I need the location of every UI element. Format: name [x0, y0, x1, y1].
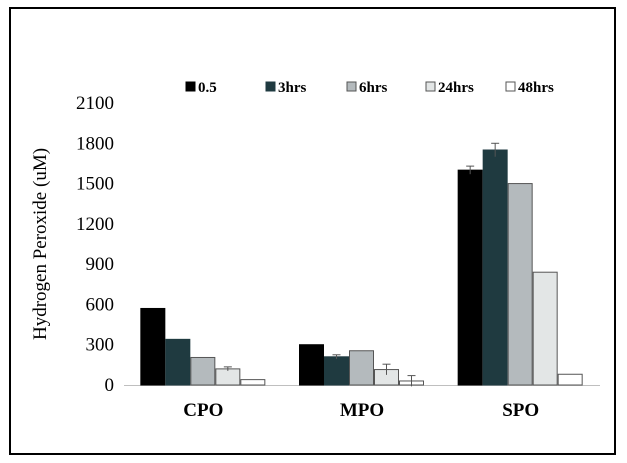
y-tick-label: 1200	[76, 214, 114, 235]
x-tick-label: SPO	[502, 400, 539, 421]
bar	[507, 183, 533, 386]
bar	[557, 373, 583, 386]
y-tick-label: 1500	[76, 174, 114, 195]
bar	[140, 307, 166, 386]
legend-label: 6hrs	[359, 80, 388, 96]
legend-label: 48hrs	[518, 80, 554, 96]
bar	[240, 379, 266, 386]
y-tick-label: 900	[86, 254, 115, 275]
y-tick-label: 2100	[76, 93, 114, 114]
bar	[165, 338, 191, 386]
bar	[349, 350, 374, 386]
legend-label: 24hrs	[438, 80, 474, 96]
y-tick-label: 0	[105, 375, 115, 396]
bar	[457, 169, 483, 386]
legend-swatch	[425, 81, 436, 92]
legend-swatch	[185, 81, 196, 92]
bar	[299, 344, 324, 386]
y-tick-label: 300	[86, 335, 115, 356]
legend-label: 3hrs	[278, 80, 307, 96]
legend-swatch	[265, 81, 276, 92]
y-tick-label: 1800	[76, 133, 114, 154]
legend-swatch	[346, 81, 357, 92]
bar	[215, 368, 241, 386]
legend-label: 0.5	[198, 80, 217, 96]
bar	[482, 149, 508, 386]
x-tick-label: CPO	[183, 400, 223, 421]
y-axis-title: Hydrogen Peroxide (uM)	[30, 148, 51, 340]
bar	[324, 356, 349, 386]
bar	[532, 271, 558, 386]
x-tick-label: MPO	[340, 400, 384, 421]
bar	[190, 356, 216, 386]
legend-swatch	[505, 81, 516, 92]
y-tick-label: 600	[86, 294, 115, 315]
